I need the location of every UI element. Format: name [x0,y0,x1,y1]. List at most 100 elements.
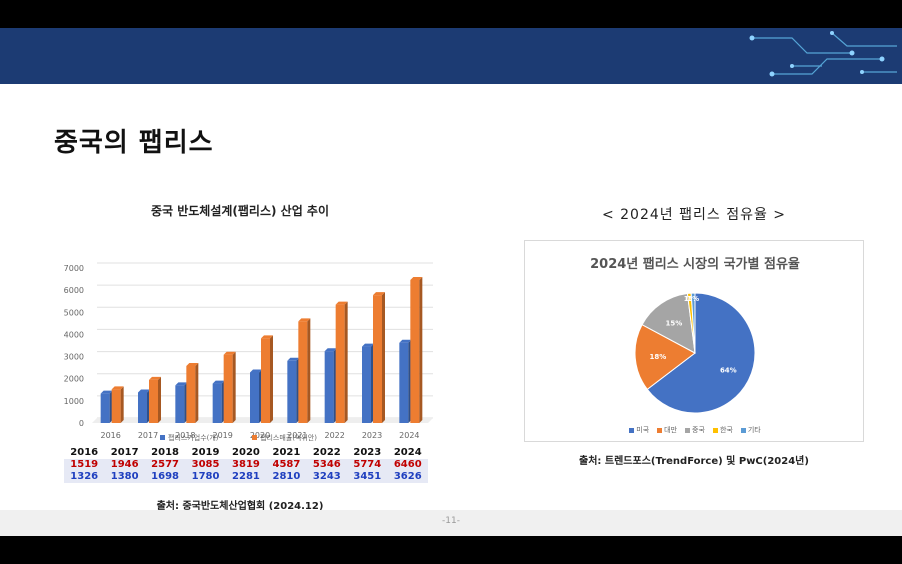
y-tick-label: 5000 [64,308,84,317]
pie-slice [690,292,696,354]
pie-slice [634,323,696,391]
table-cell-year: 2019 [185,447,226,459]
table-cell-companies: 1698 [144,471,186,483]
y-tick-label: 0 [79,419,84,428]
legend-item: 한국 [712,425,733,435]
table-cell-year: 2022 [306,447,348,459]
y-tick-label: 2000 [64,375,84,384]
legend-swatch [712,427,718,433]
x-tick-label: 2018 [175,431,195,440]
legend-label: 한국 [719,426,733,434]
legend-swatch [160,435,165,440]
bar-chart: 0 1000 2000 3000 4000 5000 6000 7000 2016 2017 201… [64,262,433,442]
bar [324,348,337,423]
table-cell-revenue: 6460 [387,459,428,471]
legend-label: 팹리스기업수(개) [168,433,219,442]
slide-title: 중국의 팹리스 [54,128,214,158]
y-tick-label: 3000 [64,353,84,362]
pie-slice [646,292,756,414]
table-cell-revenue: 5774 [347,459,388,471]
legend-item: 미국 [629,425,649,435]
table-cell-revenue: 1946 [104,459,145,471]
legend-item: 대만 [657,425,677,435]
table-row-revenue: 1519 1946 2577 3085 3819 4587 5346 5774 6460 [64,459,428,471]
table-cell-companies: 3626 [387,471,428,483]
bar [362,343,374,423]
table-cell-companies: 2810 [266,471,307,483]
table-cell-revenue: 3819 [225,459,267,471]
x-tick-label: 2019 [212,431,232,440]
bar [138,389,150,423]
bar-chart-title: 중국 반도체설계(팹리스) 산업 추이 [150,204,330,218]
x-tick-label: 2017 [138,431,158,440]
table-cell-year: 2017 [104,447,145,459]
table-cell-companies: 1780 [185,471,226,483]
bar [111,386,124,423]
circuit-decoration-icon [749,31,897,77]
bar [186,362,199,423]
y-tick-label: 4000 [64,330,84,339]
y-tick-label: 6000 [64,286,84,295]
table-cell-year: 2018 [144,447,186,459]
x-tick-label: 2024 [399,431,419,440]
table-cell-revenue: 2577 [144,459,186,471]
bar-chart-source: 출처: 중국반도체산업협회 (2024.12) [156,501,324,512]
table-row-companies: 1326 1380 1698 1780 2281 2810 3243 3451 3626 [64,471,428,483]
bar [373,292,385,423]
page-number: -11- [442,516,460,526]
legend-swatch [252,435,257,440]
legend-label: 중국 [692,426,705,434]
bar [149,376,161,423]
pie-section-heading: < 2024년 팹리스 점유율 > [601,207,787,223]
bar [250,369,262,423]
pie-chart-box: 64% 18% 15% 1% 1% 2024년 팹리스 시장의 국가별 점유율 미국 대만… [524,240,864,442]
pie-chart: 64%18%15%1%1% [634,292,756,414]
legend-item: 기타 [740,425,761,435]
bar [399,339,412,423]
bar [410,276,423,423]
table-cell-revenue: 5346 [306,459,348,471]
x-tick-label: 2016 [100,431,120,440]
bar [287,357,300,423]
legend-label: 대만 [664,426,678,434]
legend-label: 미국 [636,426,650,434]
bar [100,390,113,423]
table-cell-year: 2023 [347,447,388,459]
pie-slice [641,292,696,354]
x-tick-label: 2022 [324,431,344,440]
pie-data-label: 64% [720,367,737,375]
legend-swatch [629,427,635,433]
pie-chart-source: 출처: 트렌드포스(TrendForce) 및 PwC(2024년) [579,456,809,467]
bar [298,318,311,423]
bar [335,301,348,423]
legend-swatch [685,427,691,433]
table-row-years: 2016 2017 2018 2019 2020 2021 2022 2023 2024 [64,447,428,459]
x-tick-label: 2020 [250,431,270,440]
data-table: 2016 2017 2018 2019 2020 2021 2022 2023 2024 151… [64,447,428,483]
pie-legend: 미국 대만 중국 한국 기타 [525,425,865,435]
table-cell-companies: 3451 [347,471,388,483]
legend-item: 중국 [685,425,705,435]
slide: 중국의 팹리스 중국 반도체설계(팹리스) 산업 추이 0 1000 2000 300… [0,28,902,536]
bar [223,351,236,423]
y-tick-label: 7000 [64,264,84,273]
pie-data-label: 18% [650,353,667,361]
table-cell-companies: 1380 [104,471,145,483]
legend-swatch [657,427,663,433]
bar [261,335,273,423]
legend-label: 기타 [747,426,761,434]
bar [175,382,188,423]
table-cell-revenue: 3085 [185,459,226,471]
pie-chart-title: 2024년 팹리스 시장의 국가별 점유율 [590,257,800,272]
footer: -11- [0,510,902,536]
table-cell-year: 2016 [64,447,105,459]
legend-label: 팹리스매출(억위안) [260,433,317,442]
table-cell-companies: 1326 [64,471,105,483]
table-cell-revenue: 1519 [64,459,105,471]
x-tick-label: 2023 [362,431,382,440]
table-cell-year: 2021 [266,447,307,459]
table-cell-year: 2020 [225,447,267,459]
pie-data-label: 1% [684,295,696,303]
legend-swatch [740,427,746,433]
table-cell-companies: 3243 [306,471,348,483]
